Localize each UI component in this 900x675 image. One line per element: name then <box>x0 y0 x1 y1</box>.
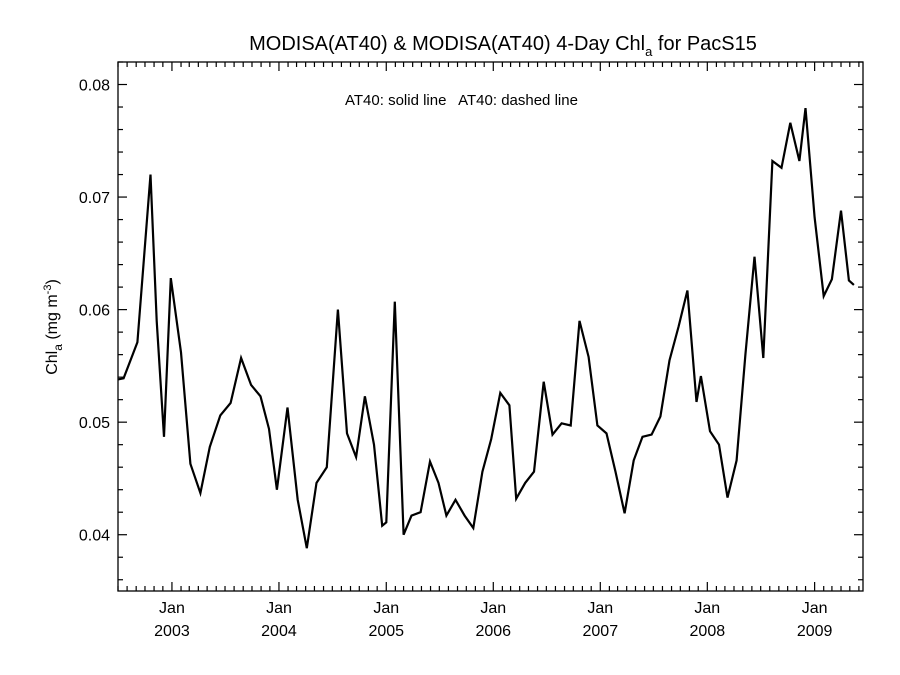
x-tick-label-year: 2003 <box>154 623 190 640</box>
x-tick-label-year: 2008 <box>690 623 726 640</box>
y-axis-label-subscript: a <box>51 344 65 351</box>
x-tick-label-year: 2009 <box>797 623 833 640</box>
y-axis-label-superscript: -3 <box>42 285 54 295</box>
series-line <box>117 107 855 549</box>
chart-title-suffix: for PacS15 <box>652 33 757 55</box>
x-tick-label-month: Jan <box>694 600 720 617</box>
x-tick-label-month: Jan <box>159 600 185 617</box>
x-tick-label-year: 2007 <box>583 623 619 640</box>
chart-title-subscript: a <box>645 44 653 59</box>
x-tick-label-month: Jan <box>480 600 506 617</box>
plot-frame <box>117 61 864 592</box>
x-tick-label-month: Jan <box>373 600 399 617</box>
x-tick-label-month: Jan <box>266 600 292 617</box>
x-tick-label-month: Jan <box>802 600 828 617</box>
y-tick-label: 0.07 <box>79 190 110 207</box>
y-tick-label: 0.06 <box>79 303 110 320</box>
axes-layer: 0.04 0.05 0.06 0.07 0.08 Jan 2003 Jan 2004 Jan 200… <box>79 61 863 640</box>
chart-title-main: MODISA(AT40) & MODISA(AT40) 4-Day Chl <box>249 33 645 55</box>
series-layer <box>117 107 855 549</box>
x-tick-label-year: 2005 <box>368 623 404 640</box>
y-tick-label: 0.04 <box>79 528 110 545</box>
y-axis-label-units: (mg m <box>44 294 61 344</box>
y-axis-label-main: Chl <box>44 351 61 375</box>
y-axis-label: Chla (mg m-3) <box>42 279 65 375</box>
chart-title: MODISA(AT40) & MODISA(AT40) 4-Day Chla f… <box>249 33 757 59</box>
y-axis-label-close: ) <box>44 279 61 284</box>
x-tick-label-month: Jan <box>587 600 613 617</box>
x-tick-label-year: 2006 <box>475 623 511 640</box>
x-tick-label-year: 2004 <box>261 623 297 640</box>
y-tick-label: 0.05 <box>79 415 110 432</box>
legend-annotation: AT40: solid line AT40: dashed line <box>345 92 578 109</box>
y-tick-label: 0.08 <box>79 78 110 95</box>
